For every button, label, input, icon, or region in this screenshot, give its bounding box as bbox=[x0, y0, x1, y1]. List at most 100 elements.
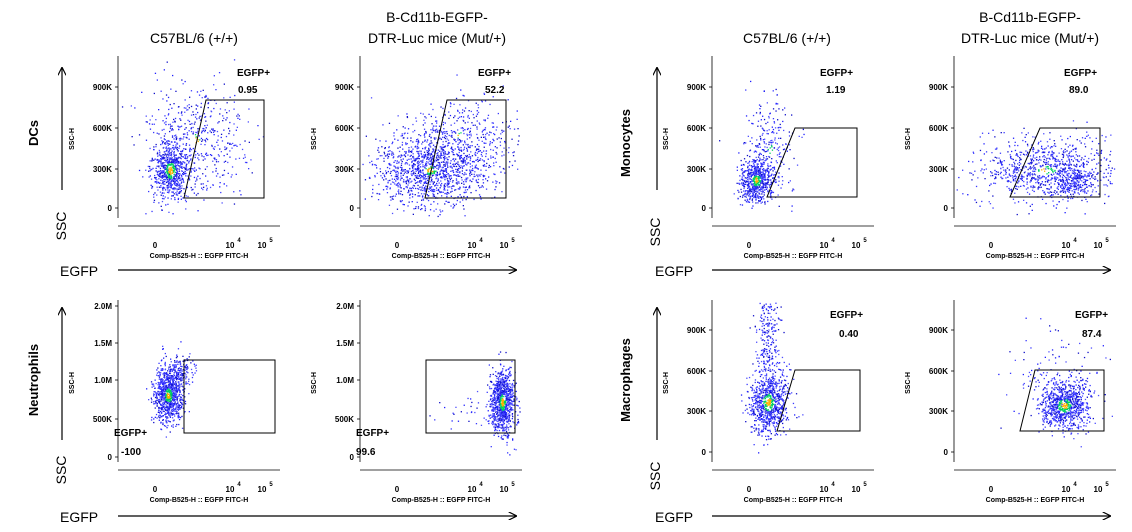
event-dot bbox=[159, 151, 161, 153]
event-dot bbox=[161, 407, 163, 409]
event-dot bbox=[194, 183, 196, 185]
event-dot bbox=[417, 181, 419, 183]
event-dot bbox=[464, 142, 466, 144]
event-dot bbox=[406, 179, 409, 181]
event-dot bbox=[171, 147, 174, 149]
event-dot bbox=[180, 155, 182, 157]
event-dot bbox=[450, 165, 452, 167]
event-dot bbox=[495, 424, 498, 426]
event-dot bbox=[404, 151, 406, 153]
event-dot bbox=[195, 154, 197, 156]
event-dot bbox=[511, 360, 513, 363]
event-dot bbox=[494, 401, 496, 404]
event-dot bbox=[151, 187, 153, 189]
event-dot bbox=[196, 118, 198, 120]
event-dot bbox=[156, 165, 158, 167]
event-dot bbox=[481, 140, 483, 142]
event-dot bbox=[488, 134, 490, 136]
event-dot bbox=[433, 125, 435, 127]
event-dot bbox=[448, 192, 450, 195]
event-dot bbox=[173, 176, 175, 178]
event-dot bbox=[446, 163, 448, 166]
event-dot bbox=[476, 110, 478, 112]
event-dot bbox=[170, 141, 173, 143]
event-dot bbox=[411, 166, 414, 169]
event-dot bbox=[450, 428, 452, 430]
event-dot bbox=[174, 361, 176, 363]
event-dot bbox=[439, 402, 441, 404]
event-dot bbox=[444, 157, 446, 159]
event-dot bbox=[407, 170, 409, 172]
event-dot bbox=[180, 407, 182, 409]
y-axis-title: SSC-H bbox=[311, 372, 318, 394]
event-dot bbox=[222, 115, 224, 117]
event-dot bbox=[400, 201, 402, 203]
event-dot bbox=[441, 210, 444, 212]
event-dot bbox=[500, 404, 502, 406]
event-dot bbox=[176, 399, 178, 402]
x-tick-label: 10 bbox=[258, 485, 267, 494]
event-dot bbox=[157, 175, 160, 177]
event-dot bbox=[182, 83, 184, 85]
event-dot bbox=[436, 182, 438, 185]
event-dot bbox=[513, 422, 515, 424]
event-dot bbox=[178, 406, 180, 408]
event-dot bbox=[504, 415, 506, 417]
event-dot bbox=[422, 199, 425, 201]
event-dot bbox=[169, 407, 171, 409]
event-dot bbox=[515, 390, 517, 393]
event-dot bbox=[489, 103, 491, 106]
event-dot bbox=[440, 138, 443, 140]
event-dot bbox=[406, 176, 408, 178]
event-dot bbox=[415, 145, 417, 147]
event-dot bbox=[500, 406, 502, 408]
event-dot bbox=[392, 198, 394, 200]
event-dot bbox=[466, 133, 468, 135]
event-dot bbox=[192, 114, 195, 116]
event-dot bbox=[503, 418, 505, 420]
event-dot bbox=[491, 142, 493, 144]
event-dot bbox=[401, 141, 404, 144]
event-dot bbox=[165, 159, 167, 161]
event-dot bbox=[459, 157, 461, 159]
event-dot bbox=[167, 395, 169, 398]
y-tick-label: 300K bbox=[93, 165, 112, 174]
event-dot bbox=[170, 387, 172, 389]
event-dot bbox=[453, 174, 455, 176]
event-dot bbox=[167, 169, 169, 171]
event-dot bbox=[386, 188, 388, 190]
event-dot bbox=[500, 373, 502, 375]
event-dot bbox=[161, 180, 164, 182]
event-dot bbox=[507, 437, 509, 439]
event-dot bbox=[173, 179, 175, 181]
event-dot bbox=[415, 140, 417, 143]
event-dot bbox=[162, 373, 164, 375]
event-dot bbox=[172, 403, 174, 406]
event-dot bbox=[501, 416, 503, 418]
event-dot bbox=[180, 365, 182, 367]
event-dot bbox=[180, 341, 182, 343]
event-dot bbox=[507, 429, 510, 431]
event-dot bbox=[212, 160, 214, 162]
event-dot bbox=[176, 412, 178, 415]
event-dot bbox=[165, 123, 167, 126]
event-dot bbox=[204, 116, 207, 118]
event-dot bbox=[427, 177, 430, 180]
event-dot bbox=[496, 380, 498, 383]
event-dot bbox=[467, 162, 469, 164]
event-dot bbox=[410, 154, 412, 157]
event-dot bbox=[176, 158, 178, 160]
event-dot bbox=[416, 147, 418, 149]
event-dot bbox=[213, 157, 215, 159]
event-dot bbox=[428, 144, 430, 146]
event-dot bbox=[463, 157, 466, 159]
event-dot bbox=[508, 368, 510, 370]
event-dot bbox=[410, 173, 412, 175]
event-dot bbox=[156, 158, 158, 161]
event-dot bbox=[492, 384, 494, 386]
event-dot bbox=[428, 156, 430, 159]
event-dot bbox=[461, 179, 463, 181]
event-dot bbox=[422, 169, 424, 171]
event-dot bbox=[173, 383, 175, 385]
